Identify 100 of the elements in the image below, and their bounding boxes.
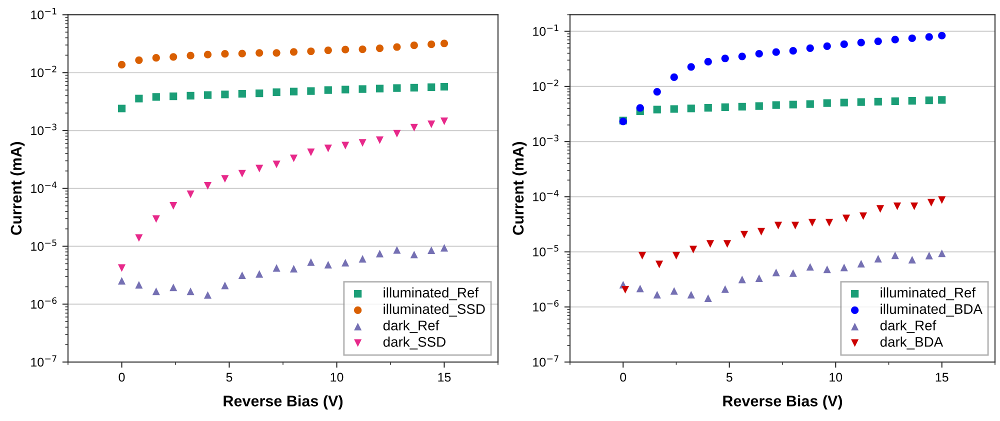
point	[738, 276, 746, 284]
point	[358, 139, 366, 147]
point	[857, 38, 865, 46]
point	[118, 104, 126, 112]
point	[772, 101, 780, 109]
point	[393, 84, 401, 92]
point	[272, 49, 280, 57]
point	[653, 290, 661, 298]
x-tick-label: 0	[620, 372, 626, 382]
point	[204, 91, 212, 99]
point	[376, 250, 384, 258]
point	[859, 212, 868, 220]
point	[874, 254, 882, 263]
point	[440, 244, 448, 252]
point	[135, 234, 143, 242]
point	[823, 42, 831, 50]
point	[636, 104, 644, 112]
point	[118, 277, 126, 285]
y-tick-label: 10$^{−4}$	[31, 182, 57, 193]
point	[938, 249, 946, 258]
point	[152, 93, 160, 101]
legend-label: illuminated_Ref	[880, 287, 976, 300]
point	[891, 251, 899, 260]
point	[221, 175, 229, 183]
point	[342, 142, 350, 150]
point	[376, 84, 384, 92]
point	[118, 60, 126, 69]
point	[152, 54, 160, 62]
point	[806, 100, 814, 108]
point	[290, 88, 298, 96]
point	[925, 33, 933, 41]
point	[740, 230, 748, 238]
point	[791, 222, 800, 230]
legend-label: illuminated_SSD	[384, 304, 485, 317]
point	[704, 58, 712, 66]
point	[221, 90, 229, 98]
point	[621, 286, 630, 294]
point	[410, 250, 418, 258]
point	[256, 49, 264, 57]
point	[653, 88, 661, 96]
point	[938, 196, 946, 204]
y-tick-label: 10$^{−7}$	[31, 355, 56, 367]
y-tick-label: 10$^{−3}$	[533, 134, 558, 146]
point	[256, 89, 264, 98]
point	[428, 246, 436, 254]
point	[670, 287, 678, 295]
point	[152, 215, 160, 223]
point	[307, 47, 315, 56]
point	[272, 160, 280, 168]
point	[393, 43, 401, 51]
point	[393, 246, 401, 254]
point	[806, 44, 814, 52]
x-tick-label: 10	[330, 372, 344, 382]
point	[789, 47, 797, 55]
y-tick-label: 10$^{−3}$	[31, 124, 56, 136]
point	[757, 228, 766, 236]
point	[842, 214, 850, 222]
point	[704, 294, 712, 302]
point	[170, 202, 178, 210]
point	[755, 102, 763, 110]
point	[874, 37, 882, 46]
point	[440, 40, 448, 48]
point	[186, 287, 194, 296]
y-tick-label: 10$^{−1}$	[31, 8, 56, 20]
x-axis-title: Reverse Bias (V)	[224, 395, 343, 410]
point	[256, 164, 264, 172]
point	[238, 50, 246, 58]
point	[874, 98, 882, 106]
x-tick-label: 10	[830, 372, 842, 382]
point	[324, 144, 332, 152]
point	[636, 284, 644, 292]
point	[440, 118, 448, 126]
point	[204, 291, 212, 299]
point	[876, 205, 884, 213]
point	[238, 271, 246, 280]
y-tick-label: 10$^{−4}$	[533, 190, 559, 202]
point	[307, 87, 315, 95]
point	[221, 282, 229, 290]
point	[290, 154, 298, 162]
x-tick-label: 15	[936, 372, 948, 382]
point	[428, 40, 436, 48]
point	[891, 36, 899, 44]
point	[772, 48, 780, 56]
point	[723, 240, 732, 248]
point	[910, 202, 918, 210]
point	[186, 52, 194, 60]
point	[706, 240, 714, 248]
point	[840, 98, 848, 106]
point	[358, 254, 366, 263]
y-tick-label: 10$^{−6}$	[533, 300, 559, 312]
point	[342, 86, 350, 94]
point	[908, 256, 916, 264]
x-axis-title: Reverse Bias (V)	[723, 395, 842, 410]
point	[393, 130, 401, 138]
y-tick-label: 10$^{−1}$	[533, 24, 558, 36]
point	[825, 218, 834, 227]
legend-label: illuminated_BDA	[880, 304, 982, 317]
point	[272, 88, 280, 96]
point	[238, 90, 246, 98]
x-tick-label: 5	[726, 372, 732, 382]
